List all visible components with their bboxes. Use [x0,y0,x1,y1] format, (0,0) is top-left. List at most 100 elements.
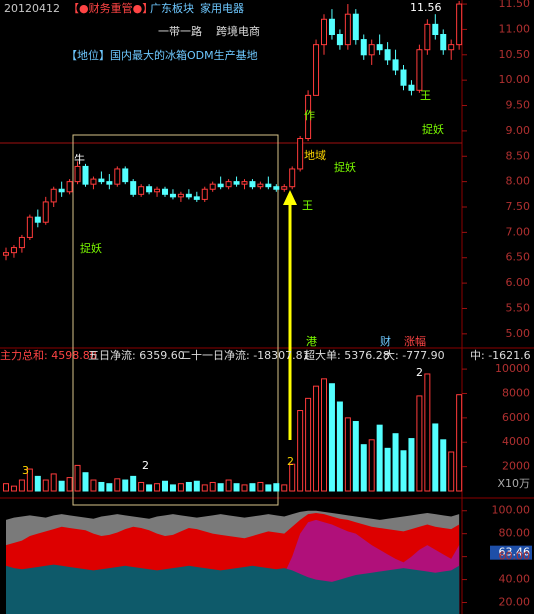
y-tick-label: 40.00 [499,573,531,586]
candle-body [217,183,224,188]
flow-five: 五日净流: 6359.60 [88,348,185,362]
y-tick-label: 11.50 [499,0,531,10]
volume-bar [18,479,25,492]
annotation: 牛 [74,152,85,166]
annotation: 财 [380,334,391,348]
volume-mark: 3 [22,464,29,477]
candle-body [321,18,327,46]
volume-bar [408,438,415,492]
volume-bar [305,397,312,492]
y-tick-label: 5.50 [506,301,531,314]
y-tick-label: 5.00 [506,327,531,340]
candle-body [10,247,17,254]
volume-bar [114,478,121,492]
y-tick-label: 7.50 [506,200,531,213]
y-tick-label: 6.00 [506,276,531,289]
y-tick-label: 11.00 [499,22,531,35]
y-tick-label: 10.50 [499,48,531,61]
volume-bar [154,483,161,492]
candle-body [313,44,320,96]
volume-bar [344,417,351,492]
annotation: 王 [420,89,431,102]
candle-body [424,23,431,51]
volume-bar [233,483,240,492]
annotation: 捉妖 [334,160,356,174]
y-tick-label: 9.00 [506,124,531,137]
volume-bar [432,423,439,492]
candle-body [328,18,335,35]
candle-body [74,165,81,183]
candle-body [66,181,73,193]
volume-mark: 2 [142,459,149,472]
volume-bar [169,484,176,492]
annotation: 捉妖 [80,241,102,255]
volume-bar [321,378,327,492]
candle-body [50,188,57,203]
candle-body [130,181,137,195]
annotation: 地域 [304,149,326,162]
candle-body [257,183,264,188]
flow-21: 二十一日净流: -18307.81 [180,348,310,362]
volume-bar [177,483,184,492]
y-tick-label: 10000 [495,362,530,375]
y-tick-label: 8.50 [506,149,531,162]
volume-bar [98,481,105,492]
candle-body [273,186,280,190]
tag: 【●财务重管●】 [68,1,153,15]
candle-body [177,193,184,198]
candle-body [193,196,200,200]
candle-body [42,201,49,223]
candle-body [154,188,161,193]
volume-bar [201,484,208,492]
flow-huge: 超大单: 5376.28 [304,348,390,362]
concept: 一带一路 [158,25,202,38]
volume-bar [26,468,33,492]
volume-mark: 2 [416,366,423,379]
candle-body [3,252,9,256]
flow-main: 主力总和: 4598.88 [0,348,97,362]
y-tick-label: 8000 [502,386,530,399]
volume-bar [376,424,383,492]
candle-body [146,186,153,193]
candle-body [98,178,105,183]
candle-body [289,168,296,188]
current-label: 63.46 [499,546,531,559]
annotation: 王 [302,199,313,212]
volume-bar [265,484,272,492]
candle-body [185,193,192,198]
y-tick-label: 100.00 [492,504,531,517]
volume-bar [42,479,49,492]
volume-bar [416,395,423,492]
candle-body [416,49,423,91]
selection-box [72,134,279,506]
annotation: 港 [306,335,317,348]
candle-body [376,44,383,51]
volume-bar [193,480,200,492]
candle-body [233,181,240,185]
volume-bar [440,439,447,492]
volume-bar [138,481,145,492]
y-tick-label: 4000 [502,435,530,448]
y-tick-label: 60.00 [499,550,531,563]
volume-bar [297,410,304,492]
volume-bar [424,373,431,492]
candle-body [384,49,391,61]
candle-body [209,183,216,190]
volume-bar [400,450,407,492]
volume-mark: 2 [287,455,294,468]
candle-body [114,168,121,185]
candle-body [162,188,168,195]
indicator-area [6,564,460,614]
volume-bar [392,433,399,492]
candle-body [448,44,455,51]
volume-bar [384,447,391,492]
volume-bar [10,485,17,492]
candle-body [106,181,113,185]
candle-body [18,236,25,249]
candle-body [432,23,439,35]
current-box [490,545,532,560]
high-label: 11.56 [410,1,442,14]
annotation: 作 [304,109,315,122]
